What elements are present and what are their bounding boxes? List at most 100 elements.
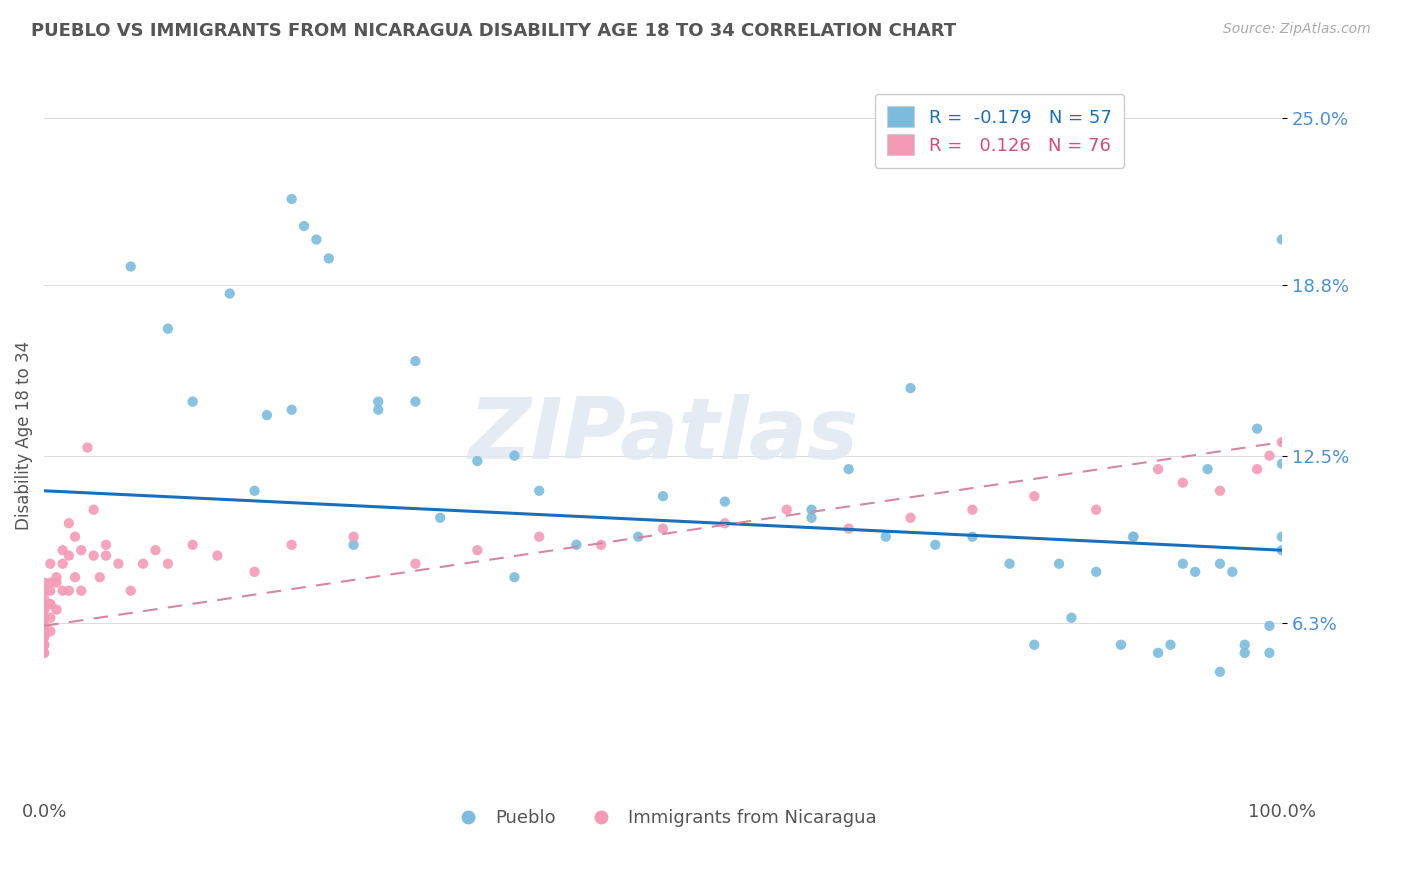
Point xyxy=(1271,435,1294,450)
Point xyxy=(565,538,588,552)
Point xyxy=(1220,565,1243,579)
Point xyxy=(529,530,551,544)
Point xyxy=(503,570,526,584)
Point xyxy=(1147,646,1170,660)
Point xyxy=(63,530,86,544)
Point xyxy=(32,638,55,652)
Point xyxy=(32,638,55,652)
Point xyxy=(1271,457,1294,471)
Point xyxy=(404,394,426,409)
Point xyxy=(89,570,111,584)
Point xyxy=(39,575,62,590)
Point xyxy=(1209,483,1232,498)
Y-axis label: Disability Age 18 to 34: Disability Age 18 to 34 xyxy=(15,341,32,530)
Point xyxy=(1197,462,1219,476)
Point xyxy=(32,602,55,616)
Point xyxy=(32,611,55,625)
Point xyxy=(404,557,426,571)
Point xyxy=(1122,530,1144,544)
Point xyxy=(1184,565,1206,579)
Point xyxy=(32,619,55,633)
Point xyxy=(39,597,62,611)
Point xyxy=(32,619,55,633)
Point xyxy=(45,575,67,590)
Point xyxy=(429,510,451,524)
Point xyxy=(39,557,62,571)
Point xyxy=(367,402,389,417)
Point xyxy=(838,522,860,536)
Point xyxy=(1085,565,1108,579)
Point xyxy=(591,538,613,552)
Point xyxy=(1271,233,1294,247)
Point xyxy=(1233,638,1256,652)
Point xyxy=(342,530,364,544)
Point xyxy=(800,510,823,524)
Point xyxy=(1171,557,1194,571)
Point xyxy=(962,530,984,544)
Point xyxy=(32,630,55,644)
Point xyxy=(120,583,142,598)
Point xyxy=(94,538,117,552)
Point xyxy=(1258,449,1281,463)
Point xyxy=(83,502,105,516)
Point xyxy=(207,549,229,563)
Point xyxy=(1258,646,1281,660)
Point xyxy=(32,591,55,606)
Point xyxy=(1024,489,1046,503)
Point xyxy=(1024,638,1046,652)
Point xyxy=(924,538,946,552)
Point xyxy=(962,502,984,516)
Point xyxy=(800,502,823,516)
Point xyxy=(83,549,105,563)
Point xyxy=(218,286,240,301)
Point xyxy=(120,260,142,274)
Point xyxy=(70,583,93,598)
Point xyxy=(70,543,93,558)
Point xyxy=(404,354,426,368)
Point xyxy=(280,192,302,206)
Point xyxy=(94,549,117,563)
Point xyxy=(181,394,204,409)
Point xyxy=(305,233,328,247)
Point xyxy=(1209,557,1232,571)
Text: Source: ZipAtlas.com: Source: ZipAtlas.com xyxy=(1223,22,1371,37)
Point xyxy=(318,252,340,266)
Point xyxy=(181,538,204,552)
Point xyxy=(32,611,55,625)
Point xyxy=(52,557,75,571)
Point xyxy=(998,557,1021,571)
Point xyxy=(52,583,75,598)
Point xyxy=(156,557,179,571)
Point xyxy=(156,321,179,335)
Point xyxy=(714,494,737,508)
Point xyxy=(58,549,80,563)
Point xyxy=(63,570,86,584)
Point xyxy=(58,583,80,598)
Point xyxy=(838,462,860,476)
Point xyxy=(32,646,55,660)
Point xyxy=(627,530,650,544)
Point xyxy=(875,530,897,544)
Point xyxy=(465,543,488,558)
Point xyxy=(280,538,302,552)
Point xyxy=(1233,646,1256,660)
Point xyxy=(503,449,526,463)
Point xyxy=(1047,557,1070,571)
Text: ZIPatlas: ZIPatlas xyxy=(468,394,858,477)
Point xyxy=(1209,665,1232,679)
Point xyxy=(1271,543,1294,558)
Point xyxy=(465,454,488,468)
Point xyxy=(32,646,55,660)
Point xyxy=(32,583,55,598)
Point xyxy=(342,538,364,552)
Point xyxy=(367,394,389,409)
Point xyxy=(256,408,278,422)
Point xyxy=(52,543,75,558)
Point xyxy=(107,557,129,571)
Point xyxy=(32,638,55,652)
Point xyxy=(32,624,55,639)
Point xyxy=(1122,530,1144,544)
Point xyxy=(1159,638,1181,652)
Point xyxy=(58,516,80,531)
Point xyxy=(900,510,922,524)
